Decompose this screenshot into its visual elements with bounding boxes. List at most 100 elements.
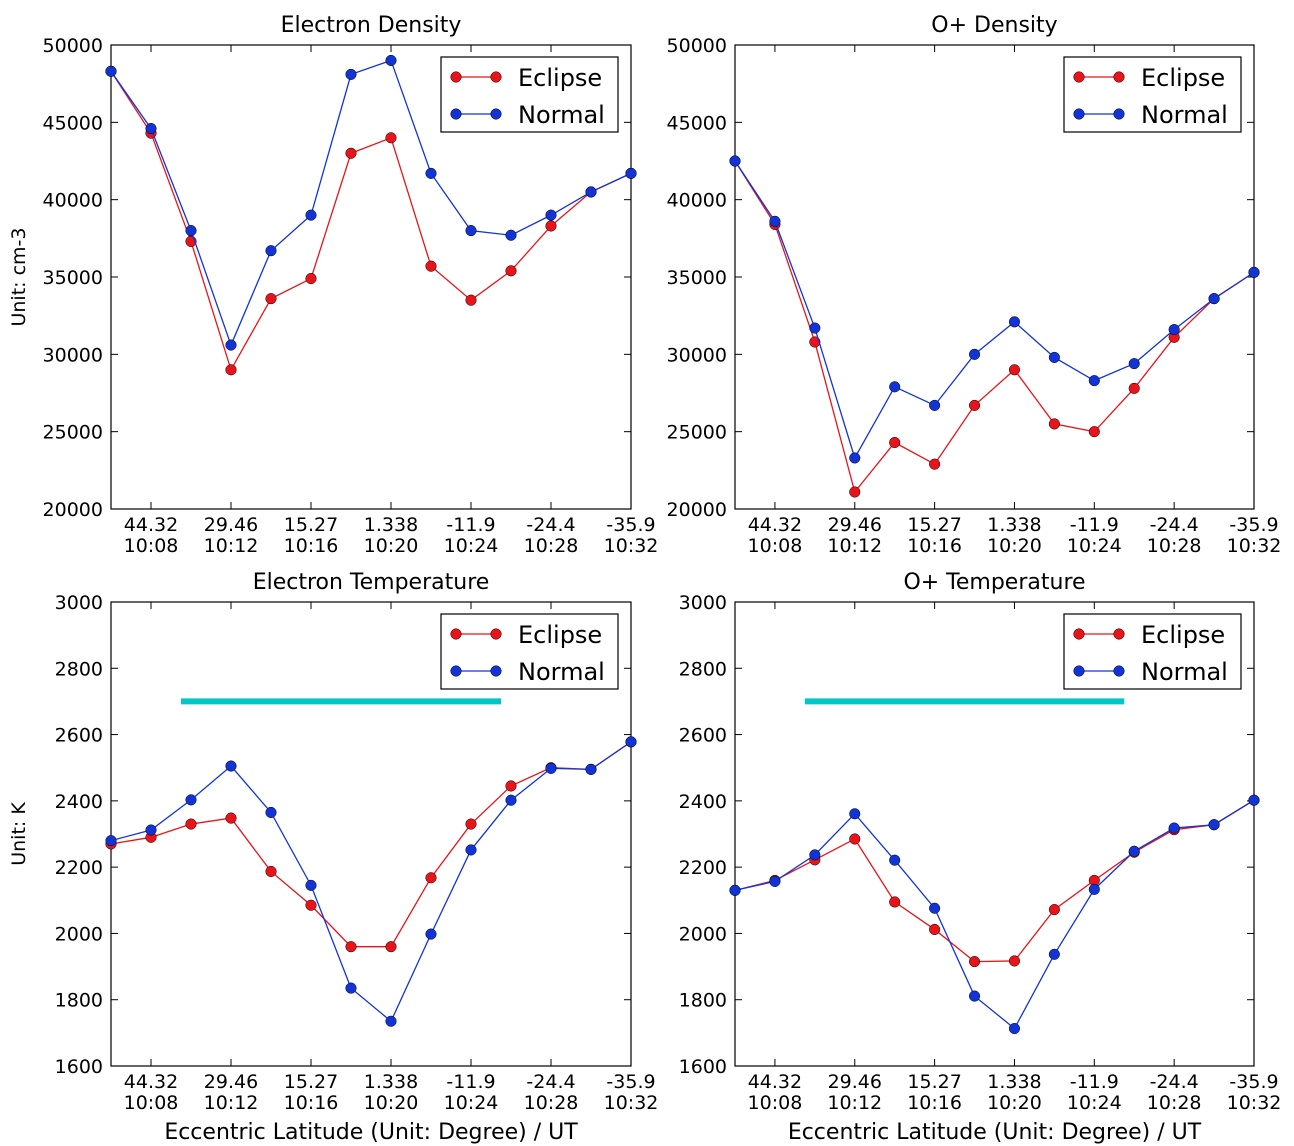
y-tick-label: 3000	[55, 592, 103, 614]
data-point-eclipse	[225, 812, 237, 824]
x-tick-label-latitude: -11.9	[1070, 1071, 1119, 1093]
y-tick-label: 40000	[43, 190, 103, 212]
data-point-normal	[505, 794, 517, 806]
plot-frame	[734, 601, 1255, 1067]
x-tick-label-latitude: 1.338	[987, 1071, 1041, 1093]
data-point-eclipse	[505, 265, 517, 277]
x-tick-label-latitude: 1.338	[364, 514, 418, 536]
data-point-normal	[225, 339, 237, 351]
y-tick-label: 2200	[55, 857, 103, 879]
data-point-normal	[465, 844, 477, 856]
legend-marker-eclipse	[450, 71, 462, 83]
data-point-normal	[545, 209, 557, 221]
data-point-normal	[929, 399, 941, 411]
data-point-normal	[1168, 324, 1180, 336]
series-line-eclipse	[110, 70, 632, 372]
y-tick-label: 35000	[667, 267, 727, 289]
data-point-normal	[625, 167, 637, 179]
legend-label-eclipse: Eclipse	[518, 64, 602, 92]
x-tick-label-latitude: -24.4	[526, 514, 575, 536]
x-tick-label-latitude: 15.27	[284, 514, 338, 536]
data-point-eclipse	[1008, 955, 1021, 967]
series-line-eclipse	[734, 799, 1255, 963]
y-tick-label: 30000	[667, 344, 727, 366]
x-tick-label-ut: 10:24	[444, 1092, 499, 1114]
data-point-normal	[425, 928, 437, 940]
legend-marker-normal	[1073, 665, 1085, 677]
data-point-normal	[1048, 948, 1060, 960]
legend-marker-normal	[490, 665, 502, 677]
data-point-eclipse	[305, 272, 317, 285]
data-point-normal	[265, 245, 277, 257]
data-point-normal	[769, 875, 781, 887]
y-tick-label: 1600	[679, 1056, 727, 1078]
legend-marker-eclipse	[1113, 71, 1125, 83]
data-point-normal	[1048, 351, 1060, 363]
series-line-normal	[734, 799, 1255, 1030]
data-point-eclipse	[185, 818, 197, 830]
x-tick-label-ut: 10:08	[748, 1092, 803, 1114]
x-tick-label-ut: 10:24	[1067, 535, 1122, 557]
x-tick-label-latitude: -24.4	[1150, 1071, 1199, 1093]
legend-marker-eclipse	[1073, 71, 1085, 83]
data-point-eclipse	[1048, 904, 1060, 916]
legend-label-normal: Normal	[1141, 658, 1228, 686]
data-point-eclipse	[849, 833, 861, 845]
data-point-normal	[305, 209, 317, 221]
y-tick-label: 20000	[43, 499, 103, 521]
data-point-eclipse	[809, 336, 821, 348]
data-point-normal	[385, 1015, 397, 1027]
data-point-normal	[1128, 845, 1140, 857]
y-tick-label: 1800	[679, 990, 727, 1012]
legend: Eclipse Normal	[1063, 613, 1242, 690]
x-tick-label-ut: 10:08	[748, 535, 803, 557]
y-tick-label: 2000	[679, 923, 727, 945]
panel-electron-density: Electron Density 20000 25000 30000 35000 4000…	[8, 13, 658, 557]
data-point-normal	[465, 225, 477, 237]
y-tick-label: 3000	[679, 592, 727, 614]
x-tick-label-ut: 10:12	[204, 535, 259, 557]
data-point-normal	[809, 322, 821, 334]
y-tick-label: 2600	[679, 725, 727, 747]
x-tick-label-ut: 10:08	[124, 1092, 179, 1114]
x-tick-label-ut: 10:28	[524, 1092, 579, 1114]
y-tick-label: 30000	[43, 344, 103, 366]
series-line-normal	[734, 160, 1255, 460]
data-point-eclipse	[1128, 382, 1140, 394]
series-line-eclipse	[734, 160, 1255, 494]
legend: Eclipse Normal	[1063, 56, 1242, 133]
data-point-eclipse	[265, 865, 277, 878]
x-axis-label: Eccentric Latitude (Unit: Degree) / UT	[164, 1120, 578, 1145]
data-point-normal	[769, 215, 781, 227]
x-tick-label-latitude: -24.4	[1150, 514, 1199, 536]
series-normal	[105, 736, 637, 1027]
x-tick-label-ut: 10:32	[604, 535, 659, 557]
legend-label-normal: Normal	[1141, 101, 1228, 129]
x-tick-label-latitude: 44.32	[748, 514, 802, 536]
data-point-normal	[1248, 266, 1260, 278]
legend-marker-eclipse	[490, 628, 502, 640]
data-point-eclipse	[465, 818, 477, 830]
chart-title: Electron Density	[281, 13, 462, 38]
data-point-normal	[585, 186, 597, 198]
data-point-normal	[585, 763, 597, 775]
chart-title: O+ Density	[931, 13, 1057, 38]
x-tick-label-latitude: 29.46	[204, 1071, 258, 1093]
data-point-eclipse	[385, 941, 397, 953]
legend-marker-normal	[450, 108, 462, 120]
data-point-normal	[1128, 358, 1140, 370]
data-point-normal	[145, 824, 157, 836]
data-point-eclipse	[1008, 364, 1021, 376]
legend-label-normal: Normal	[518, 101, 605, 129]
data-point-eclipse	[889, 436, 901, 449]
x-tick-label-ut: 10:20	[987, 535, 1042, 557]
data-point-normal	[729, 155, 741, 167]
series-line-normal	[110, 741, 632, 1023]
y-tick-label: 2200	[679, 857, 727, 879]
data-point-eclipse	[425, 260, 437, 272]
y-tick-label: 25000	[43, 422, 103, 444]
data-point-normal	[505, 229, 517, 241]
data-point-normal	[305, 879, 317, 891]
x-tick-label-latitude: 44.32	[124, 514, 178, 536]
